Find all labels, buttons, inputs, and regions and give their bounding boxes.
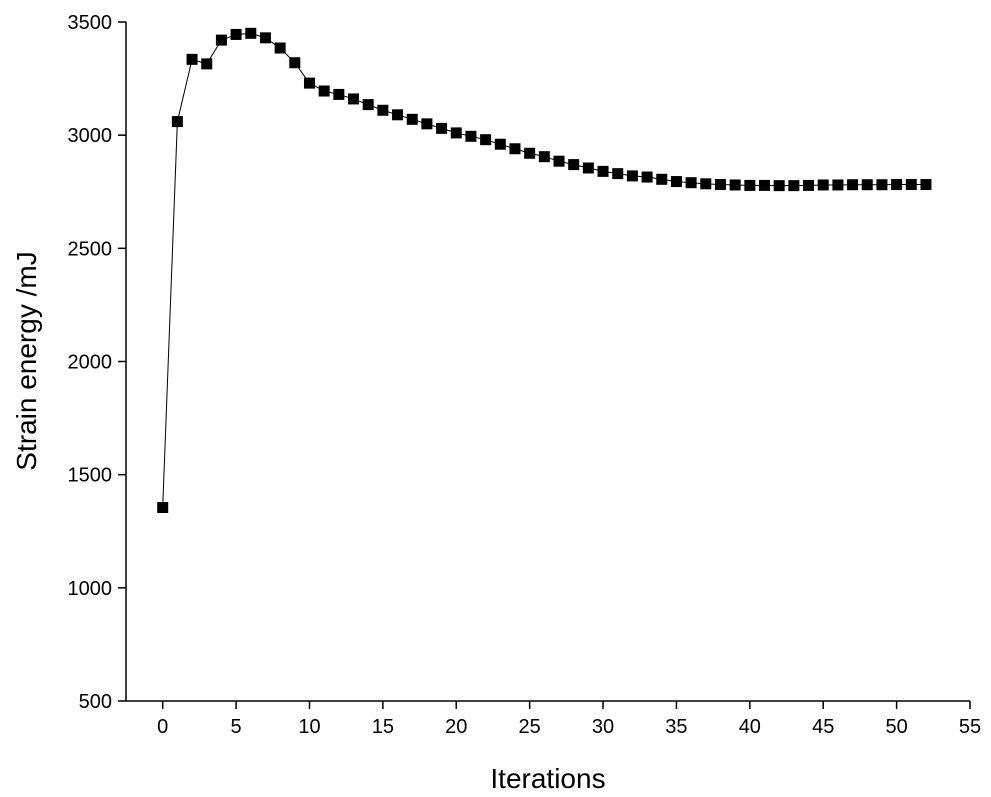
data-point-marker (186, 53, 198, 65)
data-point-marker (348, 93, 360, 105)
data-point-marker (333, 88, 345, 100)
data-point-marker (612, 168, 624, 180)
axes (125, 22, 970, 702)
data-point-marker (421, 118, 433, 130)
data-point-marker (714, 179, 726, 191)
data-point-marker (524, 147, 536, 159)
x-tick-label: 30 (592, 716, 614, 738)
x-tick-label: 15 (372, 716, 394, 738)
y-tick-label: 2000 (68, 352, 113, 374)
data-point-marker (891, 179, 903, 191)
x-tick-label: 35 (665, 716, 687, 738)
data-point-marker (832, 179, 844, 191)
y-tick-label: 500 (79, 691, 112, 713)
x-axis-title: Iterations (490, 763, 605, 794)
data-point-marker (788, 180, 800, 192)
data-point-marker (553, 155, 565, 167)
data-point-marker (289, 57, 301, 69)
data-point-marker (245, 27, 257, 39)
data-point-marker (465, 130, 477, 142)
data-point-marker (392, 109, 404, 121)
x-tick-label: 0 (157, 716, 168, 738)
data-point-marker (582, 162, 594, 174)
data-point-marker (362, 99, 374, 111)
data-point-marker (259, 32, 271, 44)
data-point-marker (568, 159, 580, 171)
data-point-marker (876, 179, 888, 191)
data-point-marker (729, 179, 741, 191)
x-tick-label: 55 (959, 716, 981, 738)
data-point-marker (641, 171, 653, 183)
data-point-marker (171, 116, 183, 128)
data-point-marker (450, 127, 462, 139)
data-point-marker (406, 113, 418, 125)
data-point-marker (685, 177, 697, 189)
x-tick-label: 5 (231, 716, 242, 738)
data-point-marker (230, 28, 242, 40)
data-point-marker (905, 179, 917, 191)
data-point-marker (626, 170, 638, 182)
data-point-marker (274, 42, 286, 54)
series-layer (157, 27, 932, 513)
data-point-marker (377, 104, 389, 116)
y-tick-label: 1000 (68, 578, 113, 600)
y-tick-label: 3500 (68, 12, 113, 34)
data-point-marker (538, 151, 550, 163)
data-point-marker (803, 179, 815, 191)
data-point-marker (670, 176, 682, 188)
y-tick-label: 2500 (68, 238, 113, 260)
data-point-marker (847, 179, 859, 191)
data-point-marker (861, 179, 873, 191)
series-line (162, 32, 926, 508)
data-point-marker (436, 122, 448, 134)
x-ticks: 0 5 10 15 20 25 30 35 40 45 50 55 (157, 701, 981, 738)
data-point-marker (494, 138, 506, 150)
data-point-marker (759, 179, 770, 191)
x-tick-label: 25 (519, 716, 541, 738)
data-point-marker (817, 179, 829, 191)
y-axis-title: Strain energy /mJ (11, 251, 42, 470)
data-point-marker (215, 34, 227, 46)
data-point-marker (920, 179, 932, 191)
x-tick-label: 40 (739, 716, 761, 738)
data-point-marker (303, 77, 315, 89)
data-point-marker (201, 58, 213, 70)
data-point-marker (318, 85, 330, 97)
data-point-marker (744, 179, 756, 191)
x-tick-label: 45 (812, 716, 834, 738)
data-point-marker (656, 173, 668, 185)
data-point-marker (480, 134, 492, 146)
data-point-marker (597, 165, 609, 177)
x-tick-label: 20 (445, 716, 467, 738)
y-tick-label: 3000 (68, 125, 113, 147)
data-point-marker (157, 501, 169, 513)
data-point-marker (773, 180, 785, 192)
y-tick-label: 1500 (68, 465, 113, 487)
x-tick-label: 50 (885, 716, 907, 738)
data-point-marker (509, 143, 521, 155)
x-tick-label: 10 (298, 716, 320, 738)
y-ticks: 500 1000 1500 2000 2500 3000 3500 (68, 12, 126, 713)
data-point-marker (700, 178, 712, 190)
